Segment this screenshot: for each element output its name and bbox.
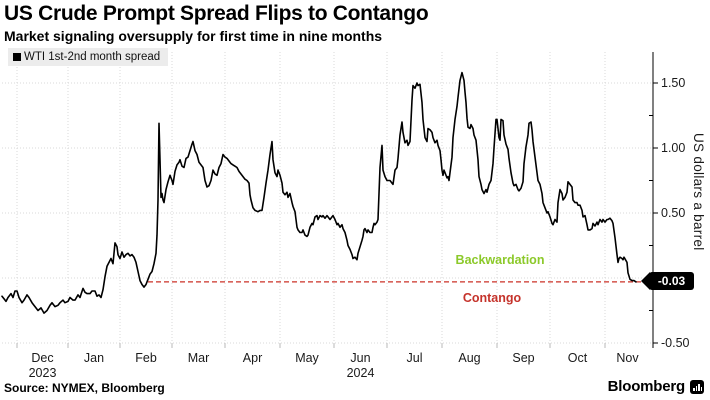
y-tick-label: 0.50	[661, 206, 686, 220]
backwardation-annotation: Backwardation	[455, 253, 545, 267]
x-tick-label: May	[295, 351, 319, 365]
x-tick-label: Oct	[567, 351, 588, 365]
bloomberg-logo: Bloomberg	[608, 378, 704, 395]
y-tick-label: -0.50	[661, 336, 690, 350]
legend: WTI 1st-2nd month spread	[8, 48, 169, 66]
x-tick-label: Aug	[458, 351, 481, 365]
contango-annotation: Contango	[462, 291, 522, 305]
x-tick-label: Dec	[31, 351, 54, 365]
legend-square-icon	[13, 53, 21, 61]
x-tick-label: Jun	[350, 351, 371, 365]
x-tick-label: Sep	[512, 351, 535, 365]
last-value-tag: -0.03	[649, 272, 694, 290]
x-tick-label: Jul	[406, 351, 423, 365]
bloomberg-wordmark: Bloomberg	[607, 378, 686, 395]
legend-label: WTI 1st-2nd month spread	[24, 51, 161, 63]
y-tick-label: 1.00	[661, 141, 686, 155]
x-year-label: 2024	[346, 366, 375, 380]
chart-subtitle: Market signaling oversupply for first ti…	[4, 28, 383, 44]
x-year-label: 2023	[28, 366, 57, 380]
x-tick-label: Jan	[83, 351, 105, 365]
x-tick-label: Feb	[135, 351, 157, 365]
last-value-tag-pointer-icon	[641, 272, 650, 290]
x-tick-label: Apr	[242, 351, 263, 365]
x-tick-label: Mar	[187, 351, 210, 365]
spread-data-line	[1, 71, 637, 314]
source-credit: Source: NYMEX, Bloomberg	[4, 381, 165, 395]
x-tick-label: Nov	[616, 351, 639, 365]
bloomberg-terminal-icon	[690, 379, 704, 394]
chart-title: US Crude Prompt Spread Flips to Contango	[4, 2, 429, 25]
y-axis-title: US dollars a barrel	[691, 133, 706, 251]
y-tick-label: 1.50	[661, 76, 686, 90]
